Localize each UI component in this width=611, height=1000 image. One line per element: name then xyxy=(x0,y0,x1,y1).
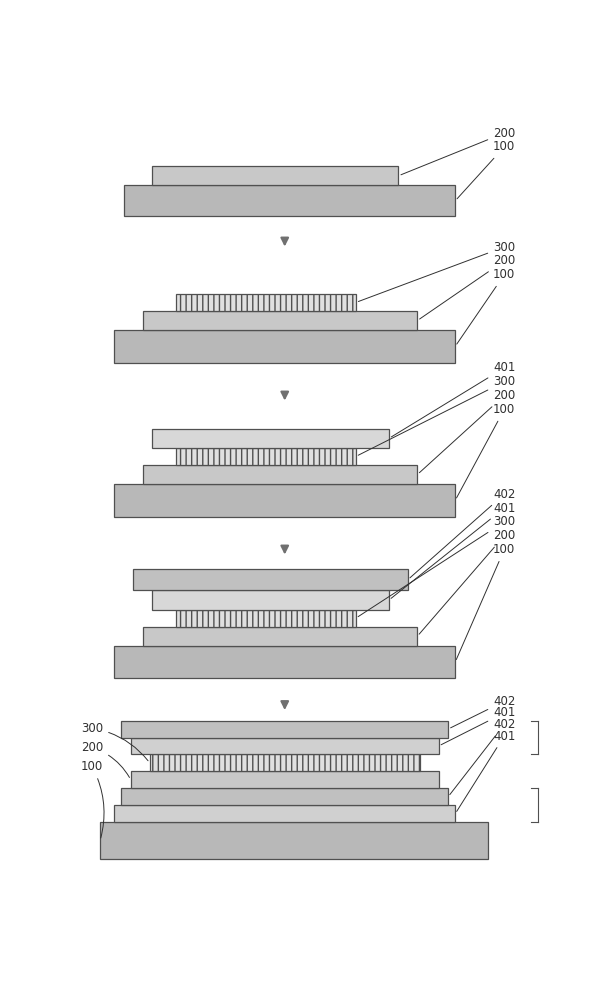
Bar xyxy=(123,185,455,216)
Bar xyxy=(150,754,420,771)
Bar xyxy=(152,429,389,448)
Text: 100: 100 xyxy=(457,140,515,199)
Bar xyxy=(122,721,448,738)
Bar xyxy=(100,822,488,859)
Text: 200: 200 xyxy=(419,389,515,473)
Text: 200: 200 xyxy=(81,741,130,777)
Bar xyxy=(176,294,356,311)
Text: 401: 401 xyxy=(456,730,516,811)
Bar xyxy=(152,590,389,610)
Bar xyxy=(114,330,455,363)
Text: 100: 100 xyxy=(456,403,515,498)
Text: 200: 200 xyxy=(419,529,515,634)
Bar xyxy=(143,311,417,330)
Bar xyxy=(176,610,356,627)
Bar xyxy=(143,465,417,484)
Text: 100: 100 xyxy=(457,268,515,344)
Text: 401: 401 xyxy=(441,706,516,745)
Text: 401: 401 xyxy=(391,361,516,437)
Bar xyxy=(176,448,356,465)
Text: 402: 402 xyxy=(450,695,516,728)
Text: 100: 100 xyxy=(456,543,515,660)
Text: 300: 300 xyxy=(358,375,515,455)
Bar xyxy=(114,646,455,678)
Bar xyxy=(143,627,417,646)
Bar xyxy=(131,771,439,788)
Text: 402: 402 xyxy=(410,488,516,578)
Text: 401: 401 xyxy=(391,502,516,598)
Text: 402: 402 xyxy=(450,718,516,795)
Bar xyxy=(131,738,439,754)
Text: 300: 300 xyxy=(81,722,148,761)
Bar xyxy=(114,484,455,517)
Bar xyxy=(133,569,408,590)
Bar xyxy=(152,166,398,185)
Text: 300: 300 xyxy=(358,515,515,617)
Bar xyxy=(114,805,455,822)
Text: 200: 200 xyxy=(401,127,515,175)
Bar xyxy=(122,788,448,805)
Text: 100: 100 xyxy=(81,760,104,838)
Text: 200: 200 xyxy=(420,254,515,319)
Text: 300: 300 xyxy=(359,241,515,302)
